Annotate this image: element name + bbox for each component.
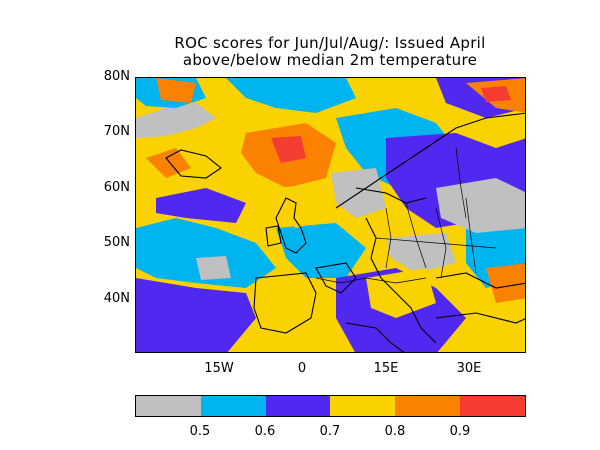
lat-label-80n: 80N	[103, 69, 130, 84]
lon-label-15e: 15E	[373, 361, 399, 376]
colorbar	[135, 395, 526, 417]
lon-label-15w: 15W	[204, 361, 234, 376]
coastlines	[165, 112, 525, 352]
colorbar-label-0-8: 0.8	[384, 424, 406, 439]
colorbar-segment-yellow	[330, 396, 396, 416]
colorbar-label-0-5: 0.5	[189, 424, 211, 439]
lat-label-70n: 70N	[103, 124, 130, 139]
lat-label-60n: 60N	[103, 180, 130, 195]
colorbar-label-0-6: 0.6	[254, 424, 276, 439]
lat-label-50n: 50N	[103, 235, 130, 250]
roc-score-map	[135, 77, 526, 353]
colorbar-label-0-9: 0.9	[449, 424, 471, 439]
lon-label-0: 0	[297, 361, 307, 376]
colorbar-segment-grey	[136, 396, 201, 416]
colorbar-segment-orange	[395, 396, 461, 416]
map-title-line2: above/below median 2m temperature	[182, 51, 478, 69]
country-borders	[315, 147, 497, 284]
map-title-line1: ROC scores for Jun/Jul/Aug/: Issued Apri…	[174, 34, 486, 52]
colorbar-segment-blue-purple	[265, 396, 331, 416]
lon-label-30e: 30E	[456, 361, 482, 376]
lat-label-40n: 40N	[103, 291, 130, 306]
map-canvas	[136, 78, 525, 352]
colorbar-label-0-7: 0.7	[319, 424, 341, 439]
colorbar-segment-red	[460, 396, 525, 416]
colorbar-segment-light-blue	[200, 396, 266, 416]
